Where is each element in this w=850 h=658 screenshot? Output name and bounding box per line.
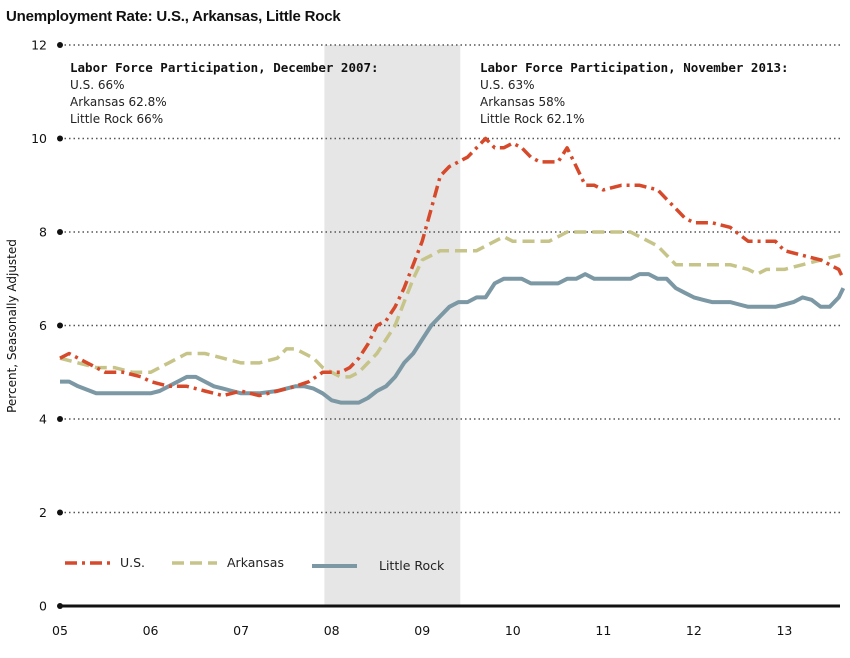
series-line-u-s (59, 136, 845, 398)
axis-layer: 0 2 4 6 8 10 12 05 06 07 08 09 10 11 12 13 (31, 38, 840, 638)
annotation-heading: Labor Force Participation, December 2007… (70, 60, 379, 75)
legend-label: U.S. (120, 555, 145, 570)
y-tick-label: 6 (39, 318, 47, 333)
x-tick-label: 09 (414, 623, 430, 638)
y-tick-dot (57, 416, 63, 422)
annotation-layer: Labor Force Participation, December 2007… (70, 60, 789, 126)
series-layer (59, 136, 846, 405)
y-tick-label: 10 (31, 131, 47, 146)
y-tick-dot (57, 322, 63, 329)
x-tick-label: 12 (686, 623, 702, 638)
annotation-line: Arkansas 62.8% (70, 95, 167, 109)
x-tick-label: 08 (324, 623, 340, 638)
annotation-line: Arkansas 58% (480, 95, 565, 109)
x-tick-label: 07 (233, 623, 249, 638)
x-tick-label: 06 (143, 623, 159, 638)
annotation-line: U.S. 63% (480, 78, 535, 92)
recession-shade (324, 45, 461, 606)
y-tick-label: 4 (39, 412, 47, 427)
x-tick-label: 05 (52, 623, 68, 638)
y-tick-dot (57, 229, 63, 235)
y-tick-dot (57, 135, 63, 142)
annotation-line: Little Rock 62.1% (480, 112, 585, 126)
series-line-little-rock (60, 272, 846, 405)
y-axis-label: Percent, Seasonally Adjusted (5, 239, 19, 413)
legend-label: Arkansas (227, 555, 284, 570)
annotation-heading: Labor Force Participation, November 2013… (480, 60, 789, 75)
y-tick-label: 2 (39, 505, 47, 520)
y-tick-label: 8 (39, 225, 47, 240)
x-tick-label: 13 (776, 623, 792, 638)
y-tick-dot (57, 42, 63, 48)
legend: U.S. Arkansas Little Rock (65, 555, 445, 573)
recession-shade-layer (324, 45, 461, 606)
annotation-line: Little Rock 66% (70, 112, 163, 126)
y-tick-dot (57, 509, 63, 516)
x-tick-label: 11 (595, 623, 611, 638)
chart-title: Unemployment Rate: U.S., Arkansas, Littl… (6, 8, 341, 25)
annotation-line: U.S. 66% (70, 78, 125, 92)
legend-label: Little Rock (379, 558, 445, 573)
y-tick-label: 12 (31, 38, 47, 53)
x-tick-label: 10 (505, 623, 521, 638)
y-tick-label: 0 (39, 599, 47, 614)
